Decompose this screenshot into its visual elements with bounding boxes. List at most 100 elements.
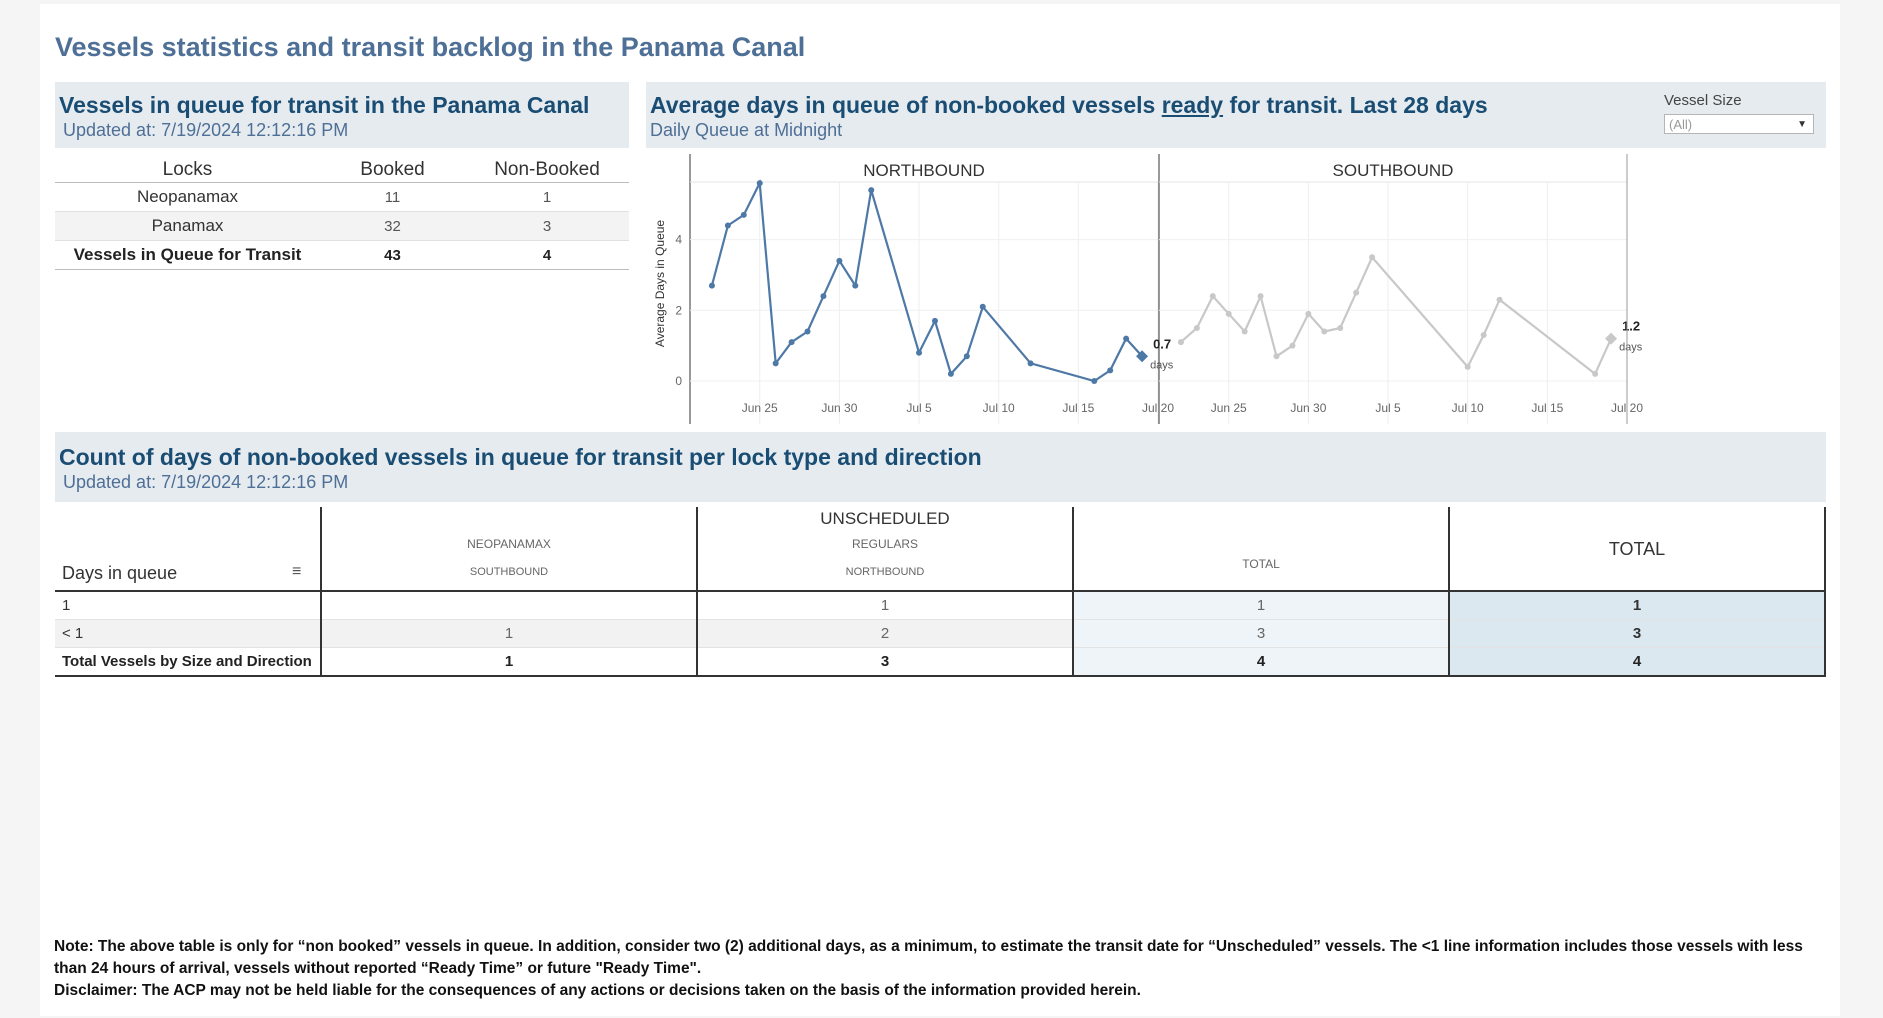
neo-south-header: NEOPANAMAX SOUTHBOUND — [320, 507, 697, 591]
data-point — [1369, 254, 1376, 261]
data-point — [772, 360, 779, 367]
data-point — [1193, 324, 1200, 331]
series-line — [710, 179, 1143, 383]
data-point — [1241, 328, 1248, 335]
neo-south-total: 1 — [320, 647, 697, 677]
non-booked-value: 3 — [465, 211, 629, 241]
x-tick-label: Jun 30 — [1290, 401, 1326, 415]
data-point — [740, 211, 747, 218]
queue-updated-text: Updated at: 7/19/2024 12:12:16 PM — [63, 120, 349, 140]
data-point — [1289, 342, 1296, 349]
disclaimer-line: Disclaimer: The ACP may not be held liab… — [54, 982, 1141, 999]
southbound-header: SOUTHBOUND — [469, 566, 549, 578]
lock-name: Panamax — [55, 211, 320, 241]
data-point — [788, 339, 795, 346]
last-value-label: 0.7 — [1153, 336, 1171, 351]
series-line — [1180, 255, 1613, 376]
table-row: Neopanamax 11 1 — [55, 182, 629, 212]
data-point — [756, 180, 763, 187]
data-point — [916, 349, 923, 356]
x-tick-label: Jul 5 — [1375, 401, 1401, 415]
total-label: Vessels in Queue for Transit — [55, 240, 320, 270]
dashboard: Vessels statistics and transit backlog i… — [40, 4, 1840, 1016]
x-tick-label: Jul 10 — [983, 401, 1015, 415]
total-row-label: Total Vessels by Size and Direction — [55, 647, 321, 677]
vessel-size-value: (All) — [1669, 117, 1693, 132]
reg-north-header: REGULARS NORTHBOUND UNSCHEDULED — [696, 507, 1073, 591]
data-point — [1123, 335, 1130, 342]
x-tick-label: Jul 15 — [1062, 401, 1094, 415]
lock-name: Neopanamax — [55, 182, 320, 212]
total-big-header: TOTAL — [1608, 539, 1666, 559]
queue-panel-header: Vessels in queue for transit in the Pana… — [55, 82, 629, 148]
x-tick-label: Jun 30 — [821, 401, 857, 415]
total-small-header: TOTAL — [1242, 557, 1280, 571]
table-row: 1 1 1 1 — [55, 590, 1826, 620]
x-tick-label: Jun 25 — [742, 401, 778, 415]
last-point-marker — [1605, 332, 1618, 345]
data-point — [836, 257, 843, 264]
grand-total-total: 4 — [1448, 647, 1826, 677]
avg-title-part: for transit. Last 28 days — [1223, 92, 1488, 118]
data-point — [1273, 353, 1280, 360]
avg-title-part: Average days in queue of non-booked vess… — [650, 92, 1162, 118]
data-point — [1337, 324, 1344, 331]
data-point — [1027, 360, 1034, 367]
chevron-down-icon: ▼ — [1797, 119, 1807, 130]
last-value-label: 1.2 — [1622, 319, 1640, 334]
note-text: Note: The above table is only for “non b… — [54, 936, 1829, 1002]
locks-table: Locks Booked Non-Booked Neopanamax 11 1 … — [55, 158, 629, 270]
data-point — [1257, 293, 1264, 300]
non-booked-total: 4 — [465, 240, 629, 270]
vessel-size-label: Vessel Size — [1664, 92, 1742, 109]
reg-north-value: 1 — [696, 590, 1073, 620]
count-table-header: Days in queue ≡ NEOPANAMAX SOUTHBOUND RE… — [55, 507, 1826, 591]
panel-title: SOUTHBOUND — [1333, 161, 1454, 180]
days-label: < 1 — [55, 619, 321, 648]
days-in-queue-header: Days in queue — [62, 563, 178, 583]
x-tick-label: Jul 5 — [906, 401, 932, 415]
x-tick-label: Jun 25 — [1211, 401, 1247, 415]
x-tick-label: Jul 15 — [1531, 401, 1563, 415]
total-header: TOTAL — [1072, 507, 1449, 591]
grand-total-header: TOTAL — [1448, 507, 1826, 591]
data-point — [820, 293, 827, 300]
sort-icon[interactable]: ≡ — [292, 563, 302, 580]
y-tick-label: 2 — [675, 303, 682, 317]
non-booked-value: 1 — [465, 182, 629, 212]
data-point — [1592, 370, 1599, 377]
neopanamax-header: NEOPANAMAX — [467, 537, 551, 551]
y-tick-label: 4 — [675, 233, 682, 247]
data-point — [708, 282, 715, 289]
vessel-size-dropdown[interactable]: (All) ▼ — [1664, 114, 1814, 134]
data-point — [1321, 328, 1328, 335]
total-row: Vessels in Queue for Transit 43 4 — [55, 240, 629, 270]
x-tick-label: Jul 20 — [1142, 401, 1174, 415]
data-point — [1107, 367, 1114, 374]
data-point — [979, 303, 986, 310]
total-total: 4 — [1072, 647, 1449, 677]
days-header-cell: Days in queue ≡ — [55, 507, 321, 591]
ready-link[interactable]: ready — [1161, 92, 1224, 118]
count-panel-header: Count of days of non-booked vessels in q… — [55, 432, 1826, 502]
panel-title: NORTHBOUND — [863, 161, 985, 180]
avg-panel-header: Average days in queue of non-booked vess… — [646, 82, 1826, 148]
data-point — [963, 353, 970, 360]
data-point — [724, 222, 731, 229]
count-panel-title: Count of days of non-booked vessels in q… — [59, 444, 982, 470]
northbound-header: NORTHBOUND — [845, 566, 925, 578]
avg-subtitle: Daily Queue at Midnight — [650, 120, 843, 140]
count-updated-text: Updated at: 7/19/2024 12:12:16 PM — [63, 472, 349, 492]
y-axis-label: Average Days in Queue — [653, 220, 667, 348]
reg-north-total: 3 — [696, 647, 1073, 677]
data-point — [852, 282, 859, 289]
grand-total-value: 3 — [1448, 619, 1826, 648]
data-point — [947, 370, 954, 377]
booked-value: 32 — [320, 211, 465, 241]
data-point — [1305, 310, 1312, 317]
last-value-unit: days — [1619, 342, 1643, 354]
total-value: 1 — [1072, 590, 1449, 620]
data-point — [1480, 332, 1487, 339]
last-value-unit: days — [1150, 359, 1174, 371]
grand-total-value: 1 — [1448, 590, 1826, 620]
